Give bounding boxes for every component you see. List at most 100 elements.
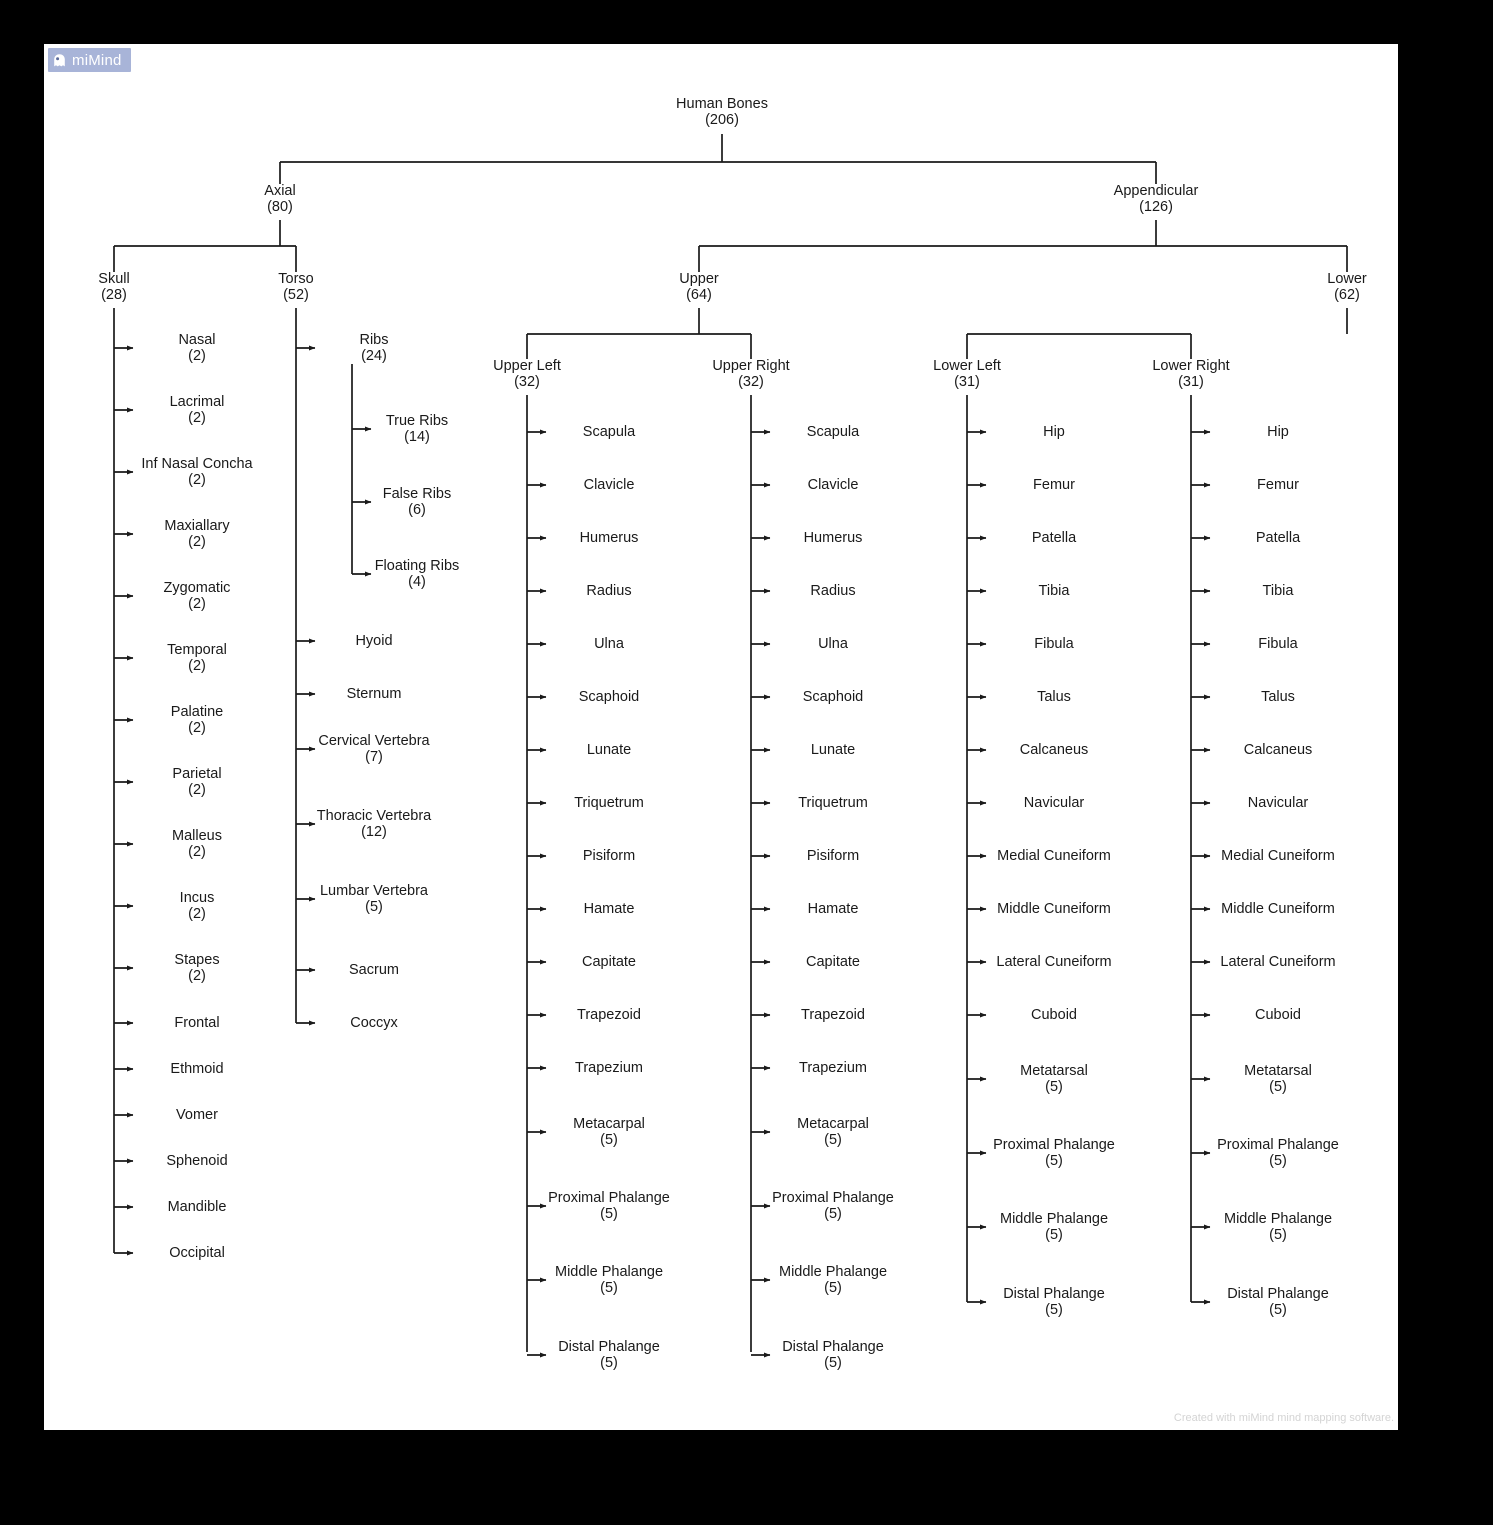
upper-right-item-16[interactable]: Distal Phalange (5): [782, 1339, 884, 1371]
upper-left-item-6[interactable]: Lunate: [587, 742, 631, 758]
skull-item-2[interactable]: Inf Nasal Concha (2): [141, 456, 252, 488]
lower-right-item-14[interactable]: Middle Phalange (5): [1224, 1211, 1332, 1243]
skull-item-8[interactable]: Malleus (2): [172, 828, 222, 860]
upper-right-item-8[interactable]: Pisiform: [807, 848, 859, 864]
lower-right-item-9[interactable]: Middle Cuneiform: [1221, 901, 1335, 917]
node-upper-left[interactable]: Upper Left (32): [493, 358, 561, 390]
upper-right-item-10[interactable]: Capitate: [806, 954, 860, 970]
skull-item-14[interactable]: Sphenoid: [166, 1153, 227, 1169]
ribs-item-2[interactable]: Floating Ribs (4): [375, 558, 460, 590]
lower-right-item-5[interactable]: Talus: [1261, 689, 1295, 705]
lower-left-item-10[interactable]: Lateral Cuneiform: [996, 954, 1111, 970]
upper-left-item-9[interactable]: Hamate: [584, 901, 635, 917]
upper-left-item-14[interactable]: Proximal Phalange (5): [548, 1190, 670, 1222]
lower-right-item-2[interactable]: Patella: [1256, 530, 1300, 546]
node-axial[interactable]: Axial (80): [264, 183, 295, 215]
lower-left-item-13[interactable]: Proximal Phalange (5): [993, 1137, 1115, 1169]
upper-left-item-0[interactable]: Scapula: [583, 424, 635, 440]
lower-right-item-3[interactable]: Tibia: [1263, 583, 1294, 599]
node-appendicular[interactable]: Appendicular (126): [1114, 183, 1199, 215]
lower-right-item-4[interactable]: Fibula: [1258, 636, 1298, 652]
upper-right-item-13[interactable]: Metacarpal (5): [797, 1116, 869, 1148]
upper-right-item-6[interactable]: Lunate: [811, 742, 855, 758]
upper-left-item-13[interactable]: Metacarpal (5): [573, 1116, 645, 1148]
ribs-item-0[interactable]: True Ribs (14): [386, 413, 448, 445]
lower-right-item-10[interactable]: Lateral Cuneiform: [1220, 954, 1335, 970]
skull-item-7[interactable]: Parietal (2): [172, 766, 221, 798]
lower-left-item-0[interactable]: Hip: [1043, 424, 1065, 440]
torso-item-4[interactable]: Thoracic Vertebra (12): [317, 808, 431, 840]
lower-left-item-8[interactable]: Medial Cuneiform: [997, 848, 1111, 864]
lower-left-item-5[interactable]: Talus: [1037, 689, 1071, 705]
torso-item-3[interactable]: Cervical Vertebra (7): [318, 733, 429, 765]
upper-right-item-12[interactable]: Trapezium: [799, 1060, 867, 1076]
node-skull[interactable]: Skull (28): [98, 271, 129, 303]
lower-left-item-1[interactable]: Femur: [1033, 477, 1075, 493]
upper-left-item-12[interactable]: Trapezium: [575, 1060, 643, 1076]
upper-left-item-10[interactable]: Capitate: [582, 954, 636, 970]
skull-item-11[interactable]: Frontal: [174, 1015, 219, 1031]
upper-right-item-11[interactable]: Trapezoid: [801, 1007, 865, 1023]
skull-item-0[interactable]: Nasal (2): [178, 332, 215, 364]
upper-left-item-11[interactable]: Trapezoid: [577, 1007, 641, 1023]
node-torso[interactable]: Torso (52): [278, 271, 313, 303]
skull-item-6[interactable]: Palatine (2): [171, 704, 223, 736]
torso-item-6[interactable]: Sacrum: [349, 962, 399, 978]
lower-left-item-14[interactable]: Middle Phalange (5): [1000, 1211, 1108, 1243]
lower-right-item-15[interactable]: Distal Phalange (5): [1227, 1286, 1329, 1318]
skull-item-16[interactable]: Occipital: [169, 1245, 225, 1261]
lower-left-item-3[interactable]: Tibia: [1039, 583, 1070, 599]
torso-item-1[interactable]: Hyoid: [355, 633, 392, 649]
node-lower-right[interactable]: Lower Right (31): [1152, 358, 1229, 390]
upper-right-item-3[interactable]: Radius: [810, 583, 855, 599]
skull-item-13[interactable]: Vomer: [176, 1107, 218, 1123]
skull-item-1[interactable]: Lacrimal (2): [170, 394, 225, 426]
skull-item-15[interactable]: Mandible: [168, 1199, 227, 1215]
lower-right-item-1[interactable]: Femur: [1257, 477, 1299, 493]
upper-right-item-4[interactable]: Ulna: [818, 636, 848, 652]
skull-item-9[interactable]: Incus (2): [180, 890, 215, 922]
lower-right-item-8[interactable]: Medial Cuneiform: [1221, 848, 1335, 864]
upper-left-item-7[interactable]: Triquetrum: [574, 795, 644, 811]
skull-item-5[interactable]: Temporal (2): [167, 642, 227, 674]
skull-item-10[interactable]: Stapes (2): [174, 952, 219, 984]
upper-right-item-0[interactable]: Scapula: [807, 424, 859, 440]
upper-left-item-3[interactable]: Radius: [586, 583, 631, 599]
skull-item-4[interactable]: Zygomatic (2): [164, 580, 231, 612]
torso-item-7[interactable]: Coccyx: [350, 1015, 398, 1031]
upper-left-item-15[interactable]: Middle Phalange (5): [555, 1264, 663, 1296]
torso-item-5[interactable]: Lumbar Vertebra (5): [320, 883, 428, 915]
node-human-bones[interactable]: Human Bones (206): [676, 96, 768, 128]
upper-left-item-1[interactable]: Clavicle: [584, 477, 635, 493]
node-lower-left[interactable]: Lower Left (31): [933, 358, 1001, 390]
upper-right-item-2[interactable]: Humerus: [804, 530, 863, 546]
lower-left-item-12[interactable]: Metatarsal (5): [1020, 1063, 1088, 1095]
torso-item-2[interactable]: Sternum: [347, 686, 402, 702]
upper-right-item-15[interactable]: Middle Phalange (5): [779, 1264, 887, 1296]
upper-left-item-16[interactable]: Distal Phalange (5): [558, 1339, 660, 1371]
ribs-item-1[interactable]: False Ribs (6): [383, 486, 452, 518]
lower-left-item-15[interactable]: Distal Phalange (5): [1003, 1286, 1105, 1318]
upper-right-item-5[interactable]: Scaphoid: [803, 689, 863, 705]
node-upper[interactable]: Upper (64): [679, 271, 719, 303]
node-lower[interactable]: Lower (62): [1327, 271, 1367, 303]
lower-right-item-0[interactable]: Hip: [1267, 424, 1289, 440]
lower-right-item-11[interactable]: Cuboid: [1255, 1007, 1301, 1023]
lower-left-item-9[interactable]: Middle Cuneiform: [997, 901, 1111, 917]
lower-left-item-6[interactable]: Calcaneus: [1020, 742, 1089, 758]
upper-right-item-1[interactable]: Clavicle: [808, 477, 859, 493]
lower-right-item-7[interactable]: Navicular: [1248, 795, 1308, 811]
lower-left-item-11[interactable]: Cuboid: [1031, 1007, 1077, 1023]
skull-item-12[interactable]: Ethmoid: [170, 1061, 223, 1077]
skull-item-3[interactable]: Maxiallary (2): [164, 518, 229, 550]
lower-left-item-4[interactable]: Fibula: [1034, 636, 1074, 652]
lower-right-item-13[interactable]: Proximal Phalange (5): [1217, 1137, 1339, 1169]
mimind-logo-badge[interactable]: miMind: [48, 48, 131, 72]
torso-item-0[interactable]: Ribs (24): [359, 332, 388, 364]
lower-right-item-6[interactable]: Calcaneus: [1244, 742, 1313, 758]
upper-right-item-7[interactable]: Triquetrum: [798, 795, 868, 811]
lower-right-item-12[interactable]: Metatarsal (5): [1244, 1063, 1312, 1095]
lower-left-item-7[interactable]: Navicular: [1024, 795, 1084, 811]
upper-right-item-14[interactable]: Proximal Phalange (5): [772, 1190, 894, 1222]
upper-right-item-9[interactable]: Hamate: [808, 901, 859, 917]
